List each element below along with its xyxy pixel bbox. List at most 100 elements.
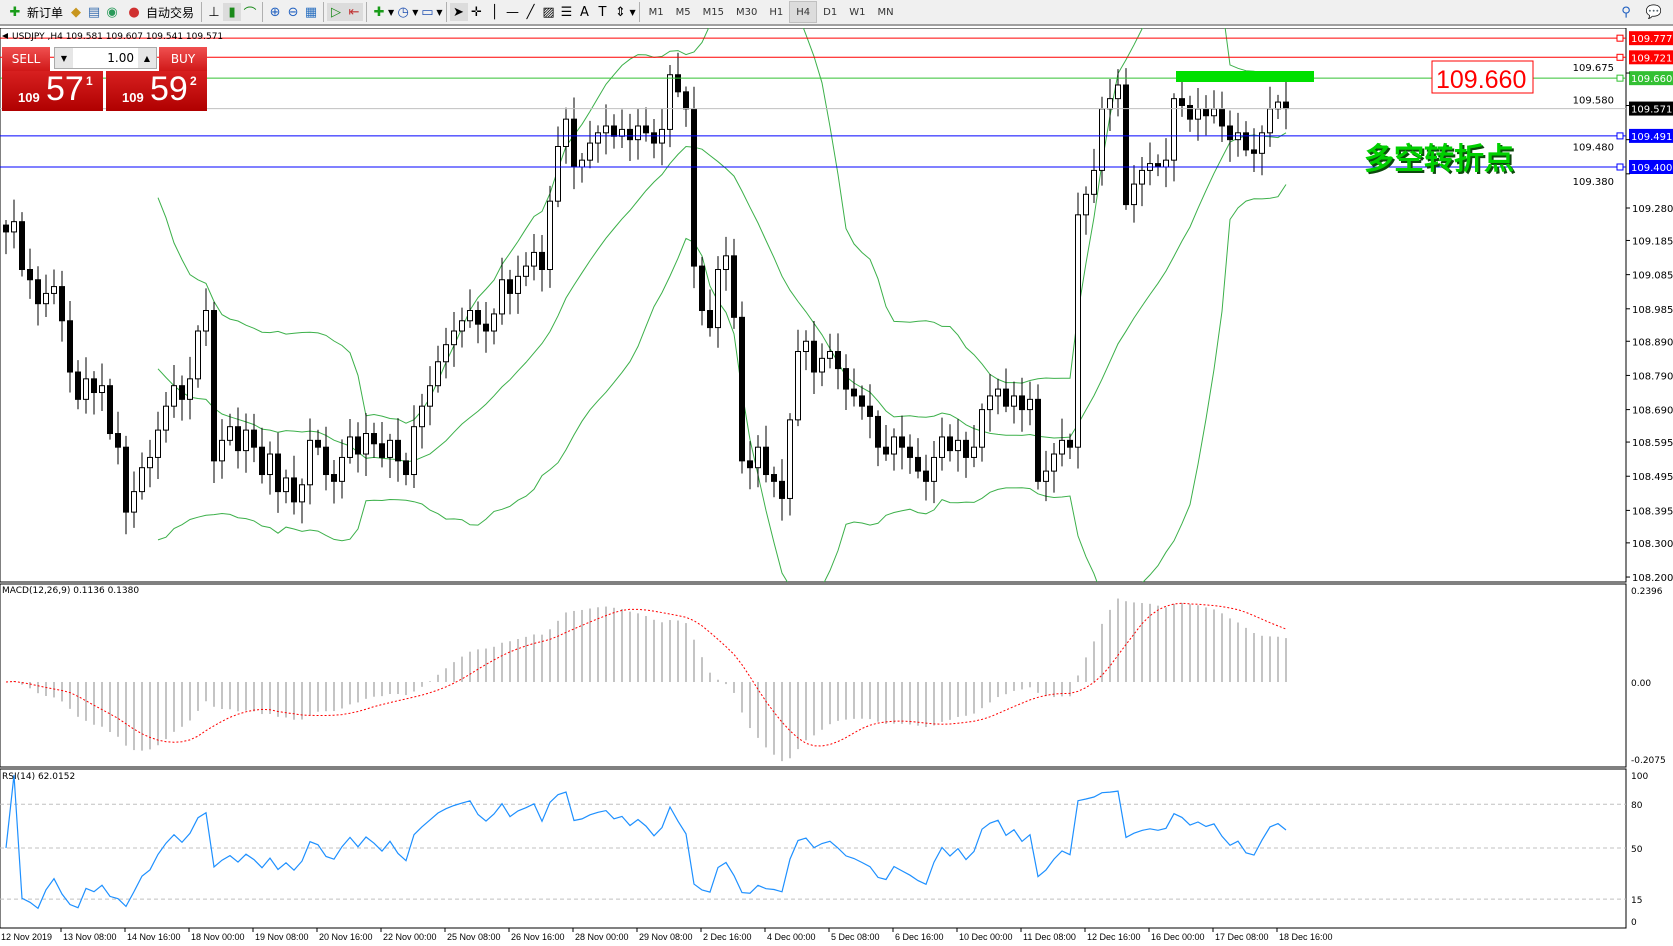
zoom-out-icon[interactable]: ⊖	[287, 4, 299, 20]
rsi-axis-label: 50	[1631, 845, 1643, 855]
zoom-in-icon[interactable]: ⊕	[269, 4, 281, 20]
candle	[531, 233, 537, 281]
indicators-icon[interactable]: ✚	[373, 4, 385, 20]
divider	[323, 2, 325, 22]
price-axis-label: 108.395	[1632, 506, 1673, 517]
increase-lot-icon[interactable]: ▲	[138, 48, 156, 68]
candle	[923, 454, 929, 501]
price-axis-label: 108.300	[1632, 539, 1673, 550]
line-handle[interactable]	[1616, 53, 1624, 61]
dropdown-arrow-icon[interactable]: ▼	[412, 7, 419, 17]
timeframe-m30[interactable]: M30	[736, 6, 758, 18]
new-order-icon: ✚	[9, 4, 21, 20]
fibonacci-icon[interactable]: ☰	[560, 4, 573, 20]
timeframe-h1[interactable]: H1	[769, 6, 784, 18]
timeframe-w1[interactable]: W1	[849, 6, 866, 18]
candle	[1043, 450, 1049, 502]
equidistant-channel-icon[interactable]: ▨	[542, 4, 555, 20]
vertical-line-icon[interactable]: │	[490, 4, 499, 20]
candle	[971, 425, 977, 468]
line-handle[interactable]	[1616, 74, 1624, 82]
candle	[1003, 368, 1009, 413]
chat-icon[interactable]: 💬	[1645, 4, 1663, 20]
candle	[867, 384, 873, 439]
line-handle[interactable]	[1616, 163, 1624, 171]
rsi-axis-label: 100	[1631, 772, 1648, 782]
timeframe-mn[interactable]: MN	[877, 6, 894, 18]
time-axis-label: 12 Dec 16:00	[1087, 932, 1141, 942]
buy-button[interactable]: BUY	[159, 47, 207, 71]
candle	[1243, 121, 1249, 157]
timeframe-m15[interactable]: M15	[702, 6, 725, 18]
search-icon[interactable]: ⚲	[1621, 4, 1631, 20]
price-label-box[interactable]	[1431, 60, 1534, 94]
auto-trading-button[interactable]: ● 自动交易	[121, 1, 198, 23]
candle	[363, 413, 369, 476]
candle	[99, 363, 105, 411]
new-order-button[interactable]: ✚ 新订单	[2, 1, 67, 23]
line-chart-icon[interactable]: ⌒	[243, 6, 257, 22]
timeframe-m5[interactable]: M5	[675, 6, 691, 18]
candle	[67, 300, 73, 393]
horizontal-line-icon[interactable]: —	[506, 4, 519, 20]
divider	[638, 2, 640, 22]
candle	[219, 419, 225, 479]
price-level-badge	[1629, 159, 1673, 174]
line-handle[interactable]	[1616, 132, 1624, 140]
timeframe-h4[interactable]: H4	[789, 1, 818, 23]
candle	[995, 378, 1001, 415]
sell-button[interactable]: SELL	[2, 47, 50, 71]
candle	[1123, 68, 1129, 210]
timeframe-m1[interactable]: M1	[648, 6, 664, 18]
arrows-icon[interactable]: ⇕	[615, 4, 626, 20]
decrease-lot-icon[interactable]: ▼	[55, 48, 73, 68]
autoscroll-icon[interactable]: ▷	[327, 3, 346, 21]
candle	[843, 354, 849, 410]
timeframe-d1[interactable]: D1	[823, 6, 838, 18]
candle	[139, 452, 145, 500]
periods-clock-icon[interactable]: ◷	[397, 4, 409, 20]
trendline-icon[interactable]: ╱	[526, 4, 535, 20]
time-axis-label: 18 Nov 00:00	[191, 932, 245, 942]
cursor-icon[interactable]: ➤	[449, 3, 468, 21]
candle	[1083, 186, 1089, 235]
dropdown-arrow-icon[interactable]: ▼	[388, 7, 395, 17]
toolbar: ✚ 新订单 ◆ ▤ ◉ ● 自动交易 ⊥ ▮ ⌒ ⊕ ⊖ ▦ ▷ ⇤ ✚ ▼ ◷ ▼ ▭…	[0, 0, 1673, 26]
bar-chart-icon[interactable]: ⊥	[208, 4, 220, 20]
candle	[979, 403, 985, 462]
market-watch-icon[interactable]: ◆	[71, 4, 82, 20]
candle	[851, 368, 857, 407]
line-handle[interactable]	[1616, 34, 1624, 42]
candlestick-icon[interactable]: ▮	[223, 3, 242, 21]
chart-window[interactable]: 109.777 109.721 109.660 109.571 109.491 109.4…	[0, 28, 1673, 946]
dropdown-arrow-icon[interactable]: ▼	[436, 7, 443, 17]
crosshair-icon[interactable]: ✛	[471, 4, 482, 20]
candle	[547, 185, 553, 288]
candle	[131, 471, 137, 528]
green-zone-rectangle[interactable]	[1176, 71, 1314, 82]
candle	[595, 125, 601, 163]
price-level-badge	[1629, 128, 1673, 143]
data-window-icon[interactable]: ▤	[87, 4, 101, 20]
candle	[883, 425, 889, 461]
chart-shift-icon[interactable]: ⇤	[345, 3, 364, 21]
lot-size-input[interactable]	[74, 49, 137, 67]
text-label-icon[interactable]: T	[598, 4, 607, 20]
sell-price-button[interactable]: 109 57 1	[2, 71, 103, 111]
signals-icon[interactable]: ◉	[106, 4, 118, 20]
text-icon[interactable]: A	[580, 4, 589, 20]
candle	[715, 256, 721, 348]
candle	[603, 104, 609, 155]
candle	[763, 425, 769, 483]
candle	[11, 199, 17, 249]
time-axis-label: 16 Dec 00:00	[1151, 932, 1205, 942]
lot-size-stepper[interactable]: ▼ ▲	[54, 47, 157, 69]
tile-windows-icon[interactable]: ▦	[304, 4, 318, 20]
dropdown-arrow-icon[interactable]: ▼	[629, 7, 636, 17]
templates-icon[interactable]: ▭	[421, 4, 434, 20]
candle	[419, 393, 425, 449]
candle	[211, 301, 217, 483]
buy-price-button[interactable]: 109 59 2	[106, 71, 207, 111]
candle	[891, 428, 897, 471]
time-axis-label: 28 Nov 00:00	[575, 932, 629, 942]
